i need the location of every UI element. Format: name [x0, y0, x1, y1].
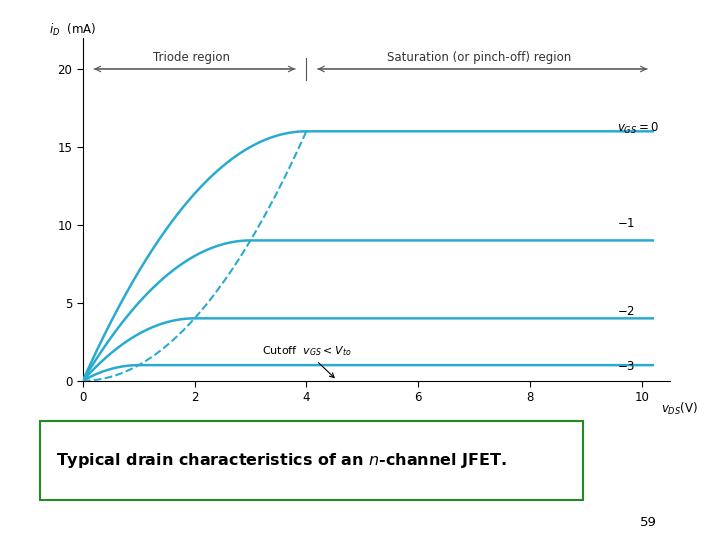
Text: $v_{GS}=0$: $v_{GS}=0$ [616, 120, 659, 136]
Text: $i_D\ \ (\mathrm{mA})$: $i_D\ \ (\mathrm{mA})$ [49, 22, 96, 38]
Text: Typical drain characteristics of an $\mathit{n}$-channel JFET.: Typical drain characteristics of an $\ma… [56, 451, 507, 470]
Text: $v_{DS}(\mathrm{V})$: $v_{DS}(\mathrm{V})$ [661, 401, 698, 417]
Text: $-3$: $-3$ [616, 361, 635, 374]
Text: Triode region: Triode region [153, 51, 230, 64]
Text: Cutoff  $v_{GS}<V_{to}$: Cutoff $v_{GS}<V_{to}$ [261, 344, 351, 377]
Text: Saturation (or pinch-off) region: Saturation (or pinch-off) region [387, 51, 572, 64]
Text: $-2$: $-2$ [616, 305, 635, 318]
Text: 59: 59 [639, 516, 657, 530]
FancyBboxPatch shape [40, 421, 583, 500]
Text: $-1$: $-1$ [616, 217, 635, 230]
